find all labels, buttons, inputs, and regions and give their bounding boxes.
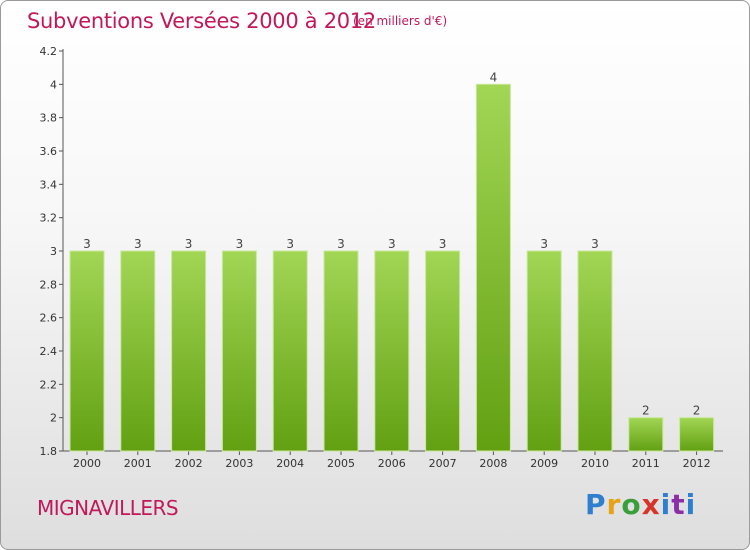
data-label: 3 xyxy=(337,237,345,251)
data-label: 3 xyxy=(286,237,294,251)
y-tick-label: 3.2 xyxy=(40,212,58,225)
x-tick-label: 2004 xyxy=(276,457,304,470)
y-tick-label: 1.8 xyxy=(40,445,58,458)
data-label: 3 xyxy=(591,237,599,251)
y-tick-label: 3.6 xyxy=(40,145,58,158)
data-label: 3 xyxy=(134,237,142,251)
bar xyxy=(323,250,359,452)
data-labels: 3 3 3 3 3 3 3 3 4 3 3 2 2 xyxy=(83,70,700,417)
logo-letter: t xyxy=(671,488,686,521)
logo-letter: i xyxy=(685,488,697,521)
bars xyxy=(69,83,715,452)
x-tick-label: 2000 xyxy=(73,457,101,470)
x-tick-label: 2007 xyxy=(429,457,457,470)
data-label: 2 xyxy=(642,404,650,418)
data-label: 4 xyxy=(490,70,498,84)
y-tick-label: 2.4 xyxy=(40,345,58,358)
bar xyxy=(425,250,461,452)
bar xyxy=(69,250,105,452)
data-label: 2 xyxy=(693,404,701,418)
bar xyxy=(272,250,308,452)
bar xyxy=(374,250,410,452)
data-label: 3 xyxy=(540,237,548,251)
x-tick-label: 2012 xyxy=(683,457,711,470)
axes: 1.8 2 2.2 2.4 2.6 2.8 3 3.2 3.4 3.6 3.8 4 4.2 2000 200… xyxy=(40,45,723,470)
x-tick-label: 2008 xyxy=(479,457,507,470)
y-tick-label: 4.2 xyxy=(40,45,58,58)
bar xyxy=(679,417,715,452)
data-label: 3 xyxy=(388,237,396,251)
logo-letter: o xyxy=(621,488,642,521)
x-tick-label: 2011 xyxy=(632,457,660,470)
bar xyxy=(221,250,257,452)
proxiti-logo: Proxiti xyxy=(585,488,696,521)
x-tick-label: 2010 xyxy=(581,457,609,470)
y-tick-label: 4 xyxy=(50,78,57,91)
data-label: 3 xyxy=(185,237,193,251)
y-tick-label: 2.8 xyxy=(40,278,58,291)
y-tick-label: 2.6 xyxy=(40,312,58,325)
y-tick-label: 3.8 xyxy=(40,112,58,125)
logo-letter: x xyxy=(641,488,661,521)
bar xyxy=(171,250,207,452)
y-tick-label: 2 xyxy=(50,412,57,425)
x-tick-label: 2006 xyxy=(378,457,406,470)
logo-letter: P xyxy=(585,488,607,521)
data-label: 3 xyxy=(439,237,447,251)
bar xyxy=(628,417,664,452)
chart-unit-note: (en milliers d'€) xyxy=(353,14,448,28)
y-tick-label: 3.4 xyxy=(40,178,58,191)
logo-letter: i xyxy=(660,488,672,521)
bar xyxy=(120,250,156,452)
y-tick-label: 3 xyxy=(50,245,57,258)
x-tick-label: 2005 xyxy=(327,457,355,470)
bar xyxy=(526,250,562,452)
bar xyxy=(577,250,613,452)
x-tick-label: 2001 xyxy=(124,457,152,470)
y-tick-label: 2.2 xyxy=(40,378,58,391)
bar xyxy=(475,83,511,452)
x-tick-label: 2009 xyxy=(530,457,558,470)
data-label: 3 xyxy=(236,237,244,251)
data-label: 3 xyxy=(83,237,91,251)
x-tick-label: 2002 xyxy=(175,457,203,470)
chart-title: Subventions Versées 2000 à 2012 xyxy=(27,9,376,33)
commune-name: MIGNAVILLERS xyxy=(37,496,179,520)
logo-letter: r xyxy=(606,488,622,521)
x-tick-label: 2003 xyxy=(225,457,253,470)
